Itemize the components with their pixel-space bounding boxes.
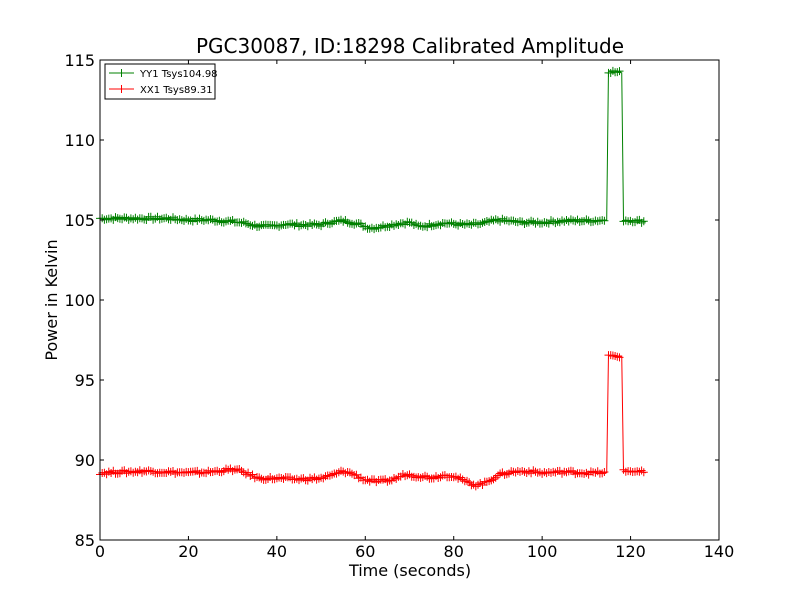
x-tick-label: 120 xyxy=(615,542,646,561)
y-tick-label: 90 xyxy=(75,451,95,470)
legend-box xyxy=(104,63,216,100)
x-tick-label: 140 xyxy=(704,542,735,561)
y-axis-label: Power in Kelvin xyxy=(42,239,61,360)
legend-marker-yy1 xyxy=(117,69,126,77)
y-tick-label: 100 xyxy=(64,291,95,310)
x-tick-label: 20 xyxy=(178,542,198,561)
y-tick-label: 110 xyxy=(64,131,95,150)
legend: YY1 Tsys104.98 XX1 Tsys89.31 xyxy=(104,63,218,100)
x-axis: 0 20 40 60 80 100 120 140 xyxy=(95,60,734,561)
plot-background xyxy=(100,60,719,540)
legend-label-xx1: XX1 Tsys89.31 xyxy=(140,85,213,96)
x-tick-label: 80 xyxy=(444,542,464,561)
y-tick-label: 115 xyxy=(64,51,95,70)
y-tick-label: 105 xyxy=(64,211,95,230)
x-tick-label: 40 xyxy=(267,542,287,561)
legend-marker-xx1 xyxy=(117,85,126,93)
x-tick-label: 60 xyxy=(355,542,375,561)
x-tick-label: 100 xyxy=(527,542,558,561)
series-yy1 xyxy=(96,66,648,234)
legend-label-yy1: YY1 Tsys104.98 xyxy=(139,69,218,80)
plot-area xyxy=(96,59,720,541)
y-tick-label: 85 xyxy=(75,531,95,550)
y-axis: 85 90 95 100 105 110 115 xyxy=(64,51,719,550)
y-tick-label: 95 xyxy=(75,371,95,390)
chart-title: PGC30087, ID:18298 Calibrated Amplitude xyxy=(196,34,624,58)
x-tick-label: 0 xyxy=(95,542,105,561)
x-axis-label: Time (seconds) xyxy=(348,561,471,580)
